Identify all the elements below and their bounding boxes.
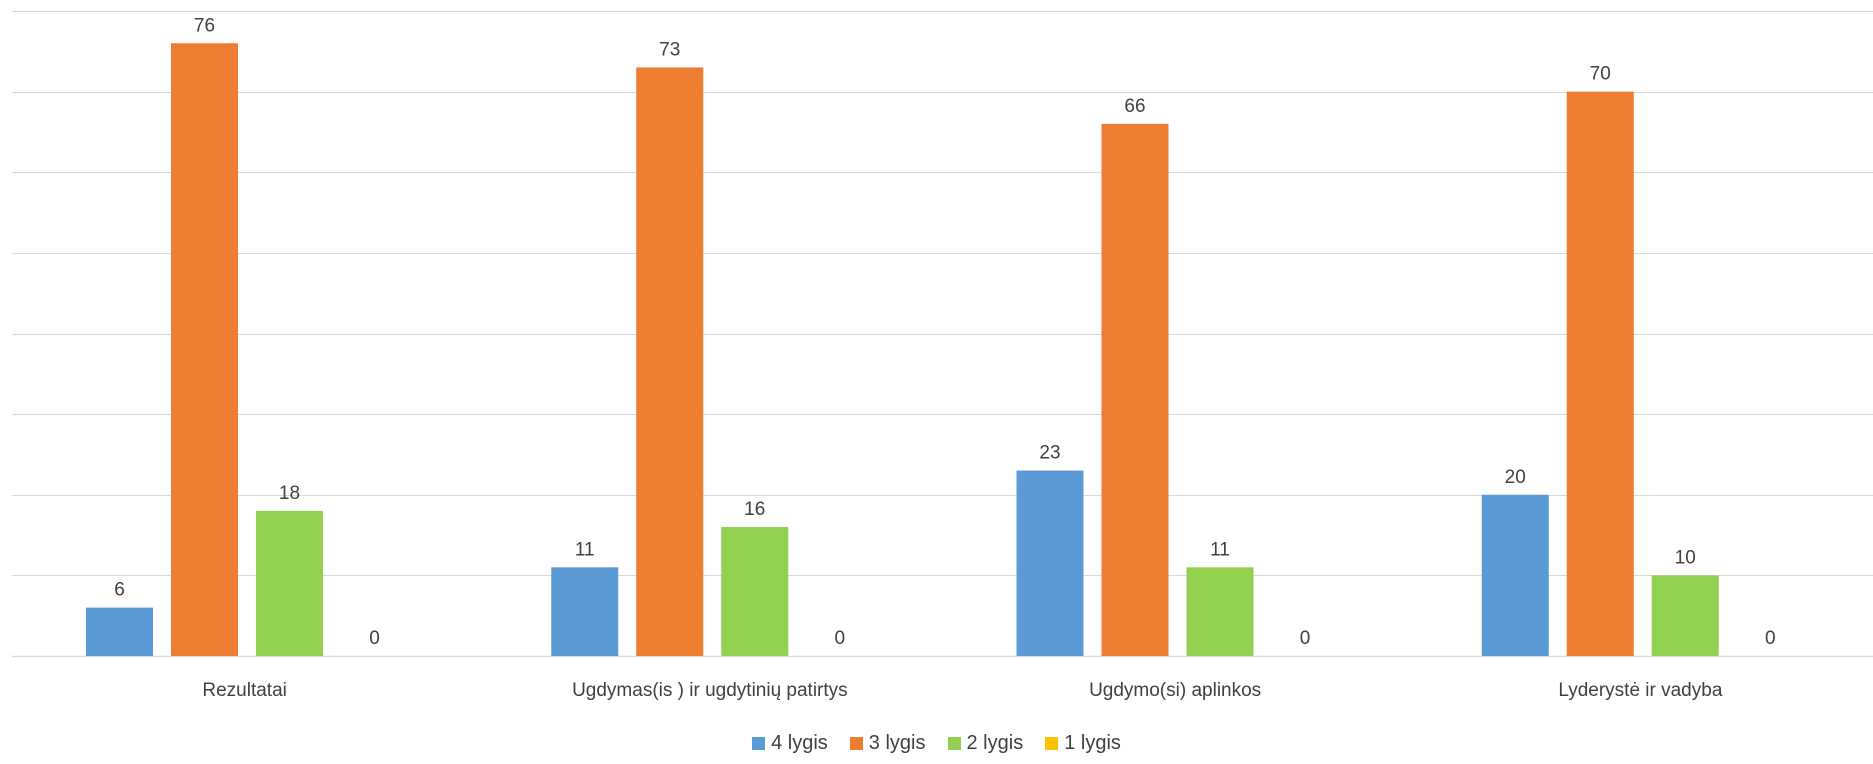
legend-swatch <box>752 737 766 750</box>
legend-label: 2 lygis <box>966 732 1024 754</box>
legend-label: 1 lygis <box>1064 732 1121 754</box>
legend-swatch <box>947 737 961 750</box>
legend-label: 3 lygis <box>868 732 926 754</box>
data-label: 11 <box>1210 539 1230 560</box>
data-label: 0 <box>1300 628 1311 649</box>
bar <box>1016 470 1084 656</box>
bars <box>86 43 1719 656</box>
legend-item-4-lygis: 4 lygis <box>752 732 828 755</box>
x-tick-label: Lyderystė ir vadyba <box>1558 680 1722 701</box>
legend-swatch <box>1045 737 1059 750</box>
legend-label: 4 lygis <box>771 732 828 754</box>
data-label: 70 <box>1590 64 1611 85</box>
bar <box>1566 91 1634 656</box>
x-axis: Rezultatai Ugdymas(is ) ir ugdytinių pati… <box>202 680 1722 701</box>
data-label: 0 <box>369 628 380 649</box>
data-label: 76 <box>194 15 215 36</box>
legend: 4 lygis 3 lygis 2 lygis 1 lygis <box>0 732 1873 755</box>
bar <box>551 567 619 656</box>
legend-swatch <box>849 737 863 750</box>
bar <box>256 510 323 656</box>
bar <box>1101 123 1169 656</box>
data-label: 0 <box>834 628 845 649</box>
bar <box>721 527 789 656</box>
legend-item-1-lygis: 1 lygis <box>1045 732 1121 755</box>
x-tick-label: Ugdymo(si) aplinkos <box>1089 680 1261 701</box>
bar <box>1651 575 1719 656</box>
data-label: 6 <box>114 580 125 601</box>
data-label: 23 <box>1039 443 1060 464</box>
legend-item-3-lygis: 3 lygis <box>849 732 926 755</box>
bar <box>171 43 238 656</box>
data-label: 18 <box>279 483 300 504</box>
data-label: 11 <box>575 539 595 560</box>
x-tick-label: Rezultatai <box>202 680 287 701</box>
data-label: 0 <box>1765 628 1776 649</box>
data-label: 73 <box>659 39 680 60</box>
data-labels: 6 76 18 0 11 73 16 0 23 66 11 0 20 70 10 0 <box>114 15 1775 649</box>
x-tick-label: Ugdymas(is ) ir ugdytinių patirtys <box>572 680 848 701</box>
bar <box>1186 567 1254 656</box>
bar <box>86 607 153 656</box>
data-label: 66 <box>1124 96 1145 117</box>
bar <box>1481 494 1549 656</box>
data-label: 16 <box>744 499 765 520</box>
legend-item-2-lygis: 2 lygis <box>947 732 1024 755</box>
data-label: 10 <box>1675 547 1696 568</box>
data-label: 20 <box>1505 467 1526 488</box>
bar <box>636 67 704 656</box>
